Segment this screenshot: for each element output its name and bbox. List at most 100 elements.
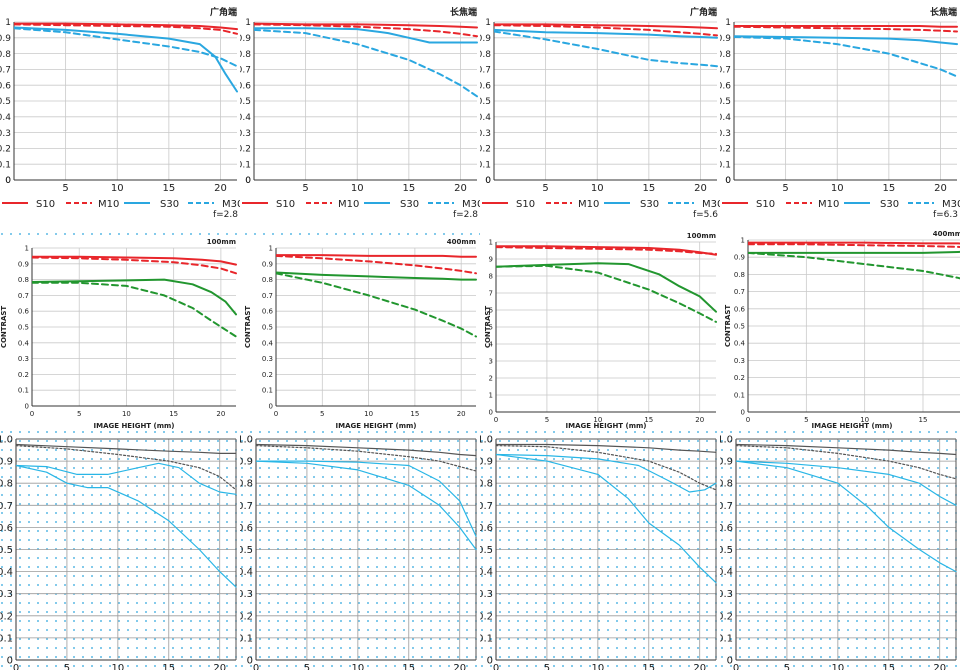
y-tick-label: 0.1 bbox=[0, 160, 11, 170]
y-tick-label: 0.4 bbox=[480, 113, 491, 123]
y-tick-label: 1 bbox=[269, 244, 273, 252]
series-line-1 bbox=[496, 443, 717, 453]
mtf-chart-8: 00.10.20.30.40.50.60.70.80.9105101520400… bbox=[724, 228, 960, 432]
y-tick-label: 0.8 bbox=[0, 50, 11, 60]
y-tick-label: 0.1 bbox=[480, 633, 493, 644]
legend-entry: S30 bbox=[880, 199, 899, 210]
y-tick-label: 1.0 bbox=[240, 435, 253, 446]
series-line-m30 bbox=[14, 27, 238, 68]
y-tick-label: 0.1 bbox=[480, 160, 491, 170]
x-tick-label: 5 bbox=[804, 416, 808, 424]
x-tick-label: 10 bbox=[831, 183, 844, 194]
y-tick-label: 0.4 bbox=[240, 567, 253, 578]
y-tick-label: 1 bbox=[489, 391, 493, 399]
series-line-3 bbox=[496, 453, 717, 493]
y-tick-label: 0.6 bbox=[0, 523, 13, 534]
y-tick-label: 0.6 bbox=[734, 305, 746, 313]
x-tick-label: 5 bbox=[320, 410, 324, 418]
series-line-m10 bbox=[14, 23, 238, 35]
y-tick-label: 0.1 bbox=[18, 387, 29, 395]
mtf-chart-6: 0 0.1 0.2 0.3 0.4 0.5 0.6 0.7 0.8 0.9 1 0 5 10 15 20 400… bbox=[244, 232, 480, 432]
x-axis-label: IMAGE HEIGHT (mm) bbox=[566, 422, 647, 430]
grid bbox=[493, 21, 717, 181]
y-tick-label: 0 bbox=[485, 176, 491, 186]
legend-entry: M10 bbox=[578, 199, 599, 210]
series-line-3 bbox=[32, 278, 237, 316]
chart-title: 100mm bbox=[207, 238, 236, 246]
y-tick-label: 0.2 bbox=[734, 374, 745, 382]
y-tick-label: 0.1 bbox=[720, 633, 733, 644]
y-tick-label: 0.5 bbox=[18, 323, 29, 331]
x-tick-label: 20 bbox=[457, 410, 466, 418]
grid bbox=[13, 21, 237, 181]
y-tick-label: 0.2 bbox=[0, 145, 11, 155]
mtf-chart-svg: 0 0.1 0.2 0.3 0.4 0.5 0.6 0.7 0.8 0.9 1.0 0 5 10 15 20 bbox=[720, 430, 960, 670]
y-tick-label: 0 bbox=[485, 176, 491, 186]
series-line-3 bbox=[736, 460, 957, 506]
x-axis-label: IMAGE HEIGHT (mm) bbox=[94, 422, 175, 430]
y-tick-label: 0.3 bbox=[480, 589, 493, 600]
y-tick-label: 0 bbox=[247, 656, 253, 667]
y-tick-label: 0 bbox=[725, 176, 731, 186]
y-tick-label: 1 bbox=[725, 18, 731, 28]
mtf-chart-svg: 00.10.20.30.40.50.60.70.80.9151015200广角端… bbox=[480, 6, 720, 218]
y-tick-label: 0 bbox=[245, 176, 251, 186]
x-tick-label: 0 bbox=[493, 663, 499, 670]
legend-entry: S10 bbox=[36, 199, 55, 210]
y-tick-label: 0.5 bbox=[240, 97, 251, 107]
y-tick-label: 0.8 bbox=[240, 50, 251, 60]
legend-entry: S30 bbox=[640, 199, 659, 210]
y-tick-label: 1 bbox=[489, 238, 493, 246]
series-line-3 bbox=[276, 271, 477, 281]
mtf-chart-12: 0 0.1 0.2 0.3 0.4 0.5 0.6 0.7 0.8 0.9 1.0 0 5 10 15 20 bbox=[720, 430, 960, 670]
y-axis-label: CONTRAST bbox=[484, 306, 492, 349]
y-tick-label: 1 bbox=[741, 236, 745, 244]
series-line-m10 bbox=[494, 24, 718, 37]
y-tick-label: 1 bbox=[5, 18, 11, 28]
series-line-1 bbox=[32, 255, 237, 266]
mtf-chart-1: 00.10.20.30.40.50.60.70.80.9151015200广角端… bbox=[0, 0, 240, 218]
y-tick-label: 0.6 bbox=[240, 81, 251, 91]
y-tick-label: 0.4 bbox=[0, 113, 11, 123]
y-tick-label: 0.9 bbox=[240, 457, 253, 468]
y-tick-label: 0.3 bbox=[262, 355, 273, 363]
x-tick-label: 10 bbox=[591, 183, 604, 194]
y-tick-label: 0.2 bbox=[240, 611, 253, 622]
series-line-4 bbox=[496, 453, 717, 584]
y-tick-label: 0 bbox=[5, 176, 11, 186]
y-axis-label: CONTRAST bbox=[0, 306, 8, 349]
series-line-m30 bbox=[494, 30, 718, 68]
grid bbox=[495, 241, 716, 413]
y-axis-label: CONTRAST bbox=[244, 306, 252, 349]
y-tick-label: 2 bbox=[489, 374, 493, 382]
series-line-1 bbox=[16, 443, 237, 454]
x-tick-label: 0 bbox=[30, 410, 34, 418]
x-tick-label: 15 bbox=[642, 183, 655, 194]
legend-entry: M30 bbox=[222, 199, 240, 210]
y-tick-label: 4 bbox=[489, 340, 494, 348]
series-line-2 bbox=[496, 246, 717, 255]
y-tick-label: 0.5 bbox=[734, 322, 745, 330]
series-line-3 bbox=[16, 462, 237, 495]
y-tick-label: 1.0 bbox=[480, 435, 493, 446]
y-tick-label: 0.8 bbox=[262, 276, 273, 284]
y-tick-label: 0.9 bbox=[0, 34, 11, 44]
y-tick-label: 0.5 bbox=[480, 545, 493, 556]
y-tick-label: 0.2 bbox=[480, 611, 493, 622]
x-tick-label: 5 bbox=[784, 663, 790, 670]
x-tick-label: 15 bbox=[919, 416, 928, 424]
y-tick-label: 0.4 bbox=[18, 339, 30, 347]
y-tick-label: 0.8 bbox=[720, 50, 731, 60]
x-tick-label: 20 bbox=[933, 663, 946, 670]
y-tick-label: 0 bbox=[727, 656, 733, 667]
x-tick-label: 20 bbox=[213, 663, 226, 670]
y-tick-label: 0.7 bbox=[720, 501, 733, 512]
x-tick-label: 20 bbox=[216, 410, 225, 418]
legend-entry: S10 bbox=[276, 199, 295, 210]
y-tick-label: 0.5 bbox=[480, 97, 491, 107]
y-tick-label: 8 bbox=[489, 272, 493, 280]
x-tick-label: 10 bbox=[860, 416, 869, 424]
y-tick-label: 0.3 bbox=[240, 589, 253, 600]
f-stop-label: f=2.8 bbox=[453, 210, 478, 218]
y-tick-label: 0.6 bbox=[240, 523, 253, 534]
